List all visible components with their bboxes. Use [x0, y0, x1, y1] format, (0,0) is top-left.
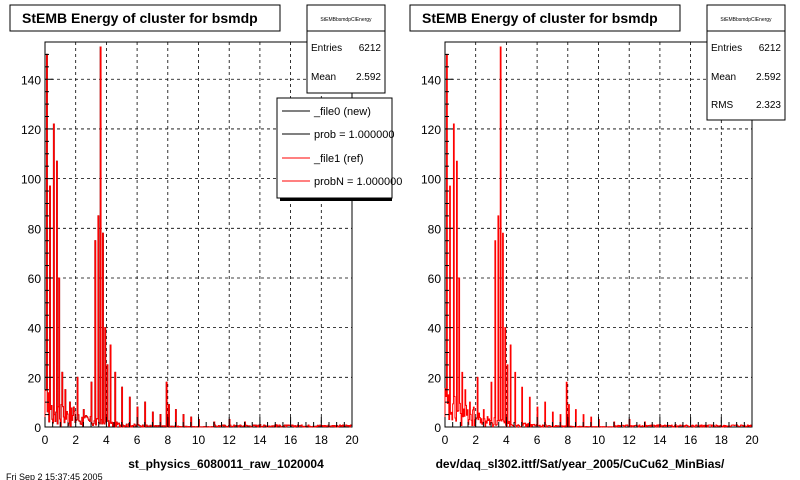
left-stats-box: [306, 4, 386, 94]
y-tick-label: 40: [428, 322, 442, 336]
y-tick-label: 20: [28, 371, 42, 385]
right-x-axis-title: dev/daq_sl302.ittf/Sat/year_2005/CuCu62_…: [436, 457, 725, 471]
x-tick-label: 0: [442, 433, 449, 447]
right-grid: [445, 42, 752, 427]
x-tick-label: 14: [253, 433, 267, 447]
x-tick-label: 14: [653, 433, 667, 447]
x-tick-label: 12: [223, 433, 237, 447]
x-tick-label: 4: [103, 433, 110, 447]
x-tick-label: 20: [345, 433, 359, 447]
x-tick-label: 10: [192, 433, 206, 447]
legend-label-new: _file0 (new): [313, 106, 371, 118]
y-tick-label: 40: [28, 322, 42, 336]
x-tick-label: 8: [564, 433, 571, 447]
x-tick-label: 20: [745, 433, 759, 447]
right-title-box: [409, 4, 681, 32]
right-x-axis: 0 2 4 6 8 10 12 14 16 18 20: [442, 417, 759, 447]
right-y-axis: 0 20 40 60 80 100 120 140: [421, 53, 453, 435]
right-stats-label-mean: Mean: [711, 72, 736, 83]
right-stats-label-rms: RMS: [711, 100, 734, 111]
left-stats-label-entries: Entries: [311, 43, 342, 54]
left-stats-value-mean: 2.592: [356, 72, 381, 83]
x-tick-label: 2: [72, 433, 79, 447]
legend-label-ref: _file1 (ref): [313, 153, 364, 165]
x-tick-label: 10: [592, 433, 606, 447]
right-stats-name: StEMBbsmdpClEnergy: [720, 17, 772, 23]
left-y-axis: 0 20 40 60 80 100 120 140: [21, 53, 53, 435]
x-tick-label: 18: [315, 433, 329, 447]
y-tick-label: 60: [28, 272, 42, 286]
x-tick-label: 4: [503, 433, 510, 447]
footer-timestamp: Fri Sep 2 15:37:45 2005: [6, 472, 103, 480]
right-stats-value-rms: 2.323: [756, 100, 781, 111]
x-tick-label: 12: [623, 433, 637, 447]
left-title: StEMB Energy of cluster for bsmdp: [22, 10, 258, 26]
y-tick-label: 140: [421, 73, 441, 87]
y-tick-label: 140: [21, 73, 41, 87]
left-stats-label-mean: Mean: [311, 72, 336, 83]
y-tick-label: 100: [21, 173, 41, 187]
right-stats-label-entries: Entries: [711, 43, 742, 54]
y-tick-label: 0: [434, 421, 441, 435]
right-stats-value-mean: 2.592: [756, 72, 781, 83]
y-tick-label: 20: [428, 371, 442, 385]
left-stats-value-entries: 6212: [359, 43, 382, 54]
left-x-axis-title: st_physics_6080011_raw_1020004: [128, 457, 324, 471]
legend-label-probn: probN = 1.000000: [314, 176, 402, 188]
right-panel: 0 20 40 60 80 100 120 140 0 2 4 6 8 10 12 14 16 18 20 StE…: [409, 4, 786, 471]
x-tick-label: 16: [684, 433, 698, 447]
left-panel: 0 20 40 60 80 100 120 140 0 2 4 6 8 10 12 14 16 18 20 StE…: [9, 4, 402, 471]
x-tick-label: 0: [42, 433, 49, 447]
right-title: StEMB Energy of cluster for bsmdp: [422, 10, 658, 26]
left-title-box: [9, 4, 281, 32]
left-x-axis: 0 2 4 6 8 10 12 14 16 18 20: [42, 417, 359, 447]
y-tick-label: 60: [428, 272, 442, 286]
right-stats-value-entries: 6212: [759, 43, 782, 54]
x-tick-label: 18: [715, 433, 729, 447]
y-tick-label: 100: [421, 173, 441, 187]
y-tick-label: 0: [34, 421, 41, 435]
x-tick-label: 6: [534, 433, 541, 447]
y-tick-label: 120: [21, 123, 41, 137]
x-tick-label: 8: [164, 433, 171, 447]
right-stats-box: [706, 4, 786, 121]
left-stats-name: StEMBbsmdpClEnergy: [320, 17, 372, 23]
y-tick-label: 80: [428, 222, 442, 236]
x-tick-label: 16: [284, 433, 298, 447]
left-grid: [45, 42, 352, 427]
x-tick-label: 6: [134, 433, 141, 447]
y-tick-label: 80: [28, 222, 42, 236]
x-tick-label: 2: [472, 433, 479, 447]
y-tick-label: 120: [421, 123, 441, 137]
legend-label-prob: prob = 1.000000: [314, 129, 394, 141]
